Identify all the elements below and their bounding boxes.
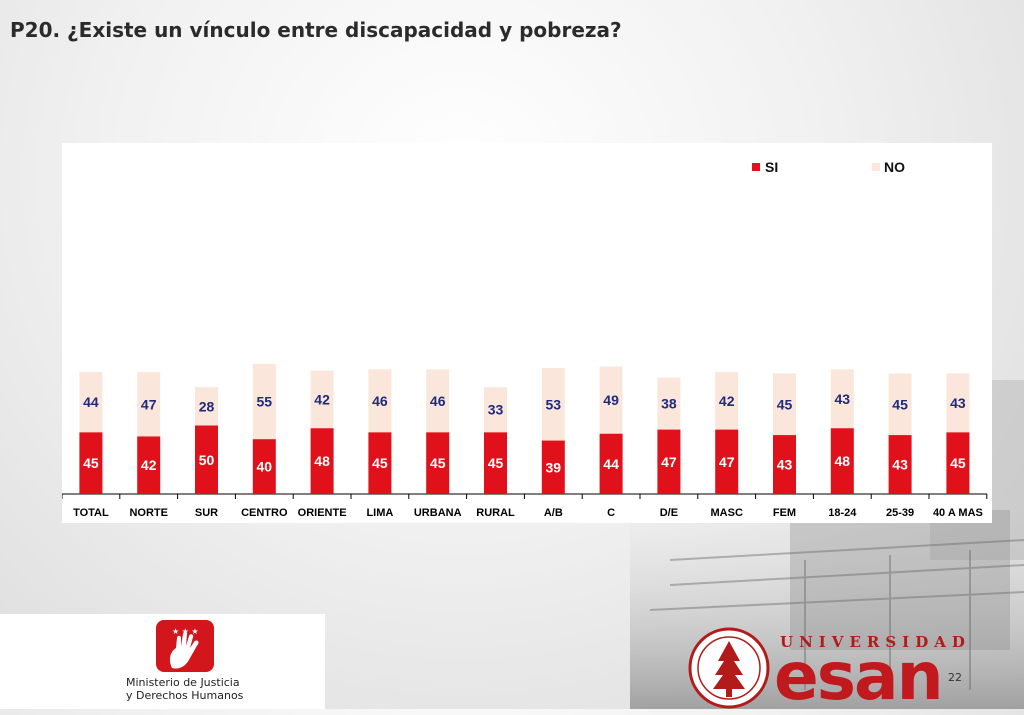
x-tick-label-3: CENTRO [241,507,288,519]
slide-title: P20. ¿Existe un vínculo entre discapacid… [10,18,622,42]
bar-no-2 [195,387,218,426]
data-label-no-10: 38 [661,396,677,412]
data-label-si-13: 48 [835,453,851,469]
bar-no-12 [773,373,796,436]
x-tick-label-1: NORTE [129,507,168,519]
bar-si-5 [368,432,392,494]
esan-seal-icon [688,627,770,709]
x-tick-label-5: LIMA [366,507,393,519]
data-label-no-13: 43 [835,391,851,407]
data-label-no-15: 43 [950,395,966,411]
data-label-si-12: 43 [777,457,793,473]
x-tick-label-10: D/E [660,507,678,519]
bar-si-7 [484,432,507,494]
x-tick-label-15: 40 A MAS [933,507,983,519]
bar-no-15 [946,373,970,433]
data-label-no-14: 45 [892,396,908,412]
data-label-si-11: 47 [719,454,735,470]
bar-no-9 [599,366,623,434]
x-tick-label-12: FEM [773,507,796,519]
bar-si-2 [195,425,218,494]
ministry-name-line1: Ministerio de Justicia [126,676,240,689]
data-label-no-9: 49 [603,392,619,408]
bar-si-14 [888,435,912,494]
data-label-no-3: 55 [257,394,273,410]
bar-si-0 [79,432,103,494]
chart-panel: SI NO 44 45 47 42 28 50 55 40 42 48 46 45 46 45 33 45 53… [62,143,992,523]
data-label-no-0: 44 [83,394,99,410]
data-label-si-0: 45 [83,455,99,471]
data-label-no-12: 45 [777,396,793,412]
x-tick-label-7: RURAL [476,507,515,519]
data-label-no-4: 42 [314,391,330,407]
data-label-si-6: 45 [430,455,446,471]
page-number: 22 [948,671,962,684]
data-label-si-15: 45 [950,455,966,471]
ministry-name-line2: y Derechos Humanos [126,689,244,702]
bar-si-10 [657,429,681,494]
bar-no-8 [541,367,565,441]
x-tick-label-4: ORIENTE [298,507,347,519]
data-label-si-3: 40 [257,459,273,475]
data-label-no-6: 46 [430,393,446,409]
bar-si-13 [830,428,854,494]
data-label-si-7: 45 [488,455,504,471]
data-label-no-7: 33 [488,402,504,418]
legend-swatch-si [752,163,760,171]
data-label-si-8: 39 [546,459,562,475]
data-label-si-2: 50 [199,452,215,468]
x-tick-label-9: C [607,507,615,519]
data-label-no-2: 28 [199,398,215,414]
bar-no-11 [715,372,739,430]
data-label-si-5: 45 [372,455,388,471]
x-tick-label-11: MASC [711,507,743,519]
ministry-name: Ministerio de Justicia y Derechos Humano… [126,676,276,702]
bar-si-8 [541,440,565,494]
data-label-no-5: 46 [372,393,388,409]
bar-no-5 [368,369,392,433]
bar-si-4 [310,428,334,494]
svg-text:★ ★ ★: ★ ★ ★ [172,627,199,636]
bar-no-6 [426,369,450,433]
x-tick-label-14: 25-39 [886,507,914,519]
legend-swatch-no [872,163,880,171]
bar-no-7 [484,387,507,433]
university-name: esan [774,638,944,715]
data-label-si-10: 47 [661,454,677,470]
stacked-bar-chart: SI NO 44 45 47 42 28 50 55 40 42 48 46 45 46 45 33 45 53… [62,143,992,523]
data-label-no-8: 53 [546,396,562,412]
data-label-no-1: 47 [141,396,157,412]
bar-si-3 [252,439,276,494]
bar-si-11 [715,429,739,494]
data-label-si-1: 42 [141,457,157,473]
legend-label-si: SI [765,159,778,175]
data-label-si-4: 48 [314,453,330,469]
ministry-logo-icon: ★ ★ ★ [156,620,214,672]
legend-label-no: NO [884,159,905,175]
bar-si-1 [137,436,161,494]
bar-no-0 [79,372,103,433]
x-tick-label-2: SUR [195,507,218,519]
x-tick-label-13: 18-24 [828,507,857,519]
bar-no-4 [310,370,334,429]
bar-no-1 [137,372,161,437]
bar-si-6 [426,432,450,494]
x-tick-label-8: A/B [544,507,563,519]
legend: SI NO [752,159,905,175]
bar-no-10 [657,377,681,430]
bar-no-13 [830,369,854,429]
bar-no-3 [252,363,276,440]
bar-si-9 [599,433,623,494]
data-label-si-9: 44 [603,456,619,472]
x-tick-label-0: TOTAL [73,507,109,519]
bar-no-14 [888,373,912,436]
university-label: UNIVERSIDAD [780,633,971,651]
data-label-no-11: 42 [719,393,735,409]
x-tick-label-6: URBANA [414,507,462,519]
bar-si-12 [773,435,796,494]
data-label-si-14: 43 [892,457,908,473]
bar-si-15 [946,432,970,494]
